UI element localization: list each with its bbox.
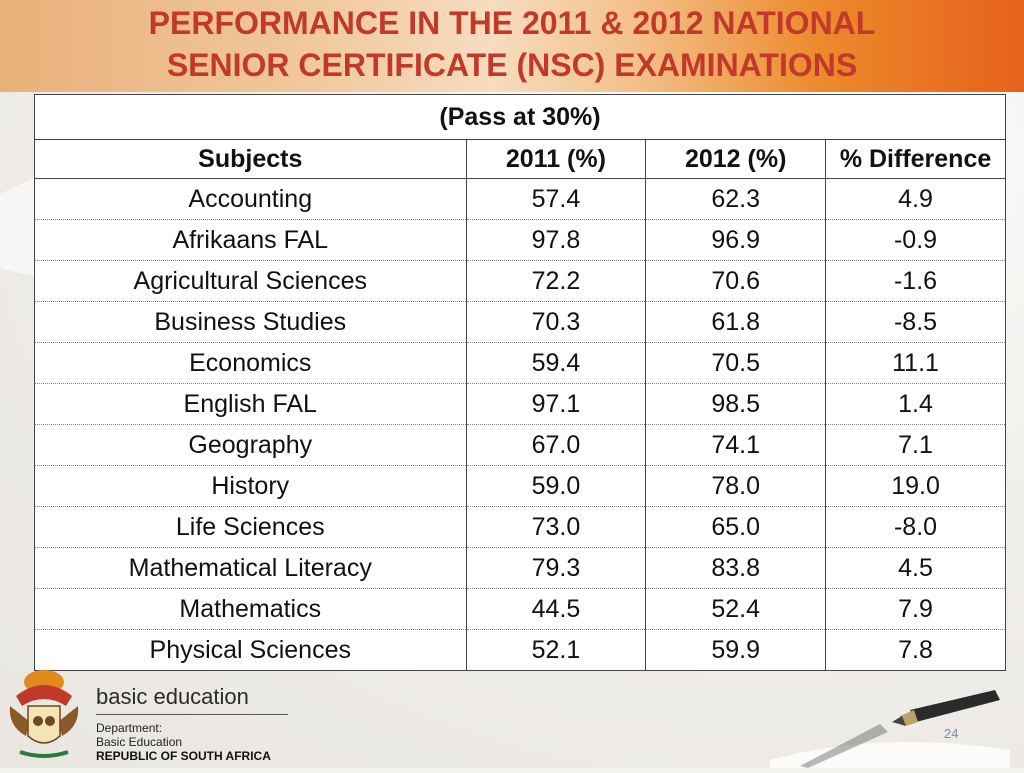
table-row: Geography 67.0 74.1 7.1 [34, 424, 1006, 466]
cell-2011: 79.3 [465, 547, 647, 589]
header-difference: % Difference [825, 139, 1006, 179]
cell-subject: Geography [34, 424, 467, 466]
table-row: English FAL 97.1 98.5 1.4 [34, 383, 1006, 425]
coat-of-arms-icon [6, 666, 82, 762]
cell-difference: 11.1 [825, 342, 1006, 384]
cell-2012: 96.9 [645, 219, 827, 261]
title-line-2: SENIOR CERTIFICATE (NSC) EXAMINATIONS [166, 47, 858, 83]
cell-2011: 59.0 [465, 465, 647, 507]
header-2012: 2012 (%) [645, 139, 827, 179]
cell-subject: Agricultural Sciences [34, 260, 467, 302]
cell-subject: Life Sciences [34, 506, 467, 548]
cell-difference: 7.8 [825, 629, 1006, 671]
cell-2012: 52.4 [645, 588, 827, 630]
table-caption-row: (Pass at 30%) [34, 94, 1006, 140]
cell-2012: 83.8 [645, 547, 827, 589]
cell-difference: 1.4 [825, 383, 1006, 425]
cell-subject: Economics [34, 342, 467, 384]
cell-2012: 61.8 [645, 301, 827, 343]
header-subjects: Subjects [34, 139, 467, 179]
cell-2011: 70.3 [465, 301, 647, 343]
table-header-row: Subjects 2011 (%) 2012 (%) % Difference [34, 139, 1006, 179]
cell-difference: 19.0 [825, 465, 1006, 507]
cell-difference: -0.9 [825, 219, 1006, 261]
cell-2011: 44.5 [465, 588, 647, 630]
cell-2011: 67.0 [465, 424, 647, 466]
table-row: Economics 59.4 70.5 11.1 [34, 342, 1006, 384]
cell-2012: 78.0 [645, 465, 827, 507]
cell-2011: 97.8 [465, 219, 647, 261]
table-row: History 59.0 78.0 19.0 [34, 465, 1006, 507]
table-body: Accounting 57.4 62.3 4.9 Afrikaans FAL 97.8 96… [34, 178, 1006, 671]
table-row: Accounting 57.4 62.3 4.9 [34, 178, 1006, 220]
header-2011: 2011 (%) [465, 139, 647, 179]
page-number: 24 [944, 726, 959, 741]
table-row: Mathematics 44.5 52.4 7.9 [34, 588, 1006, 630]
results-table: (Pass at 30%) Subjects 2011 (%) 2012 (%)… [34, 94, 1006, 671]
country-name: REPUBLIC OF SOUTH AFRICA [96, 749, 271, 763]
cell-difference: 7.1 [825, 424, 1006, 466]
title-banner [0, 0, 1024, 92]
cell-difference: 4.9 [825, 178, 1006, 220]
cell-difference: 7.9 [825, 588, 1006, 630]
slide-title: PERFORMANCE IN THE 2011 & 2012 NATIONAL … [0, 2, 1024, 86]
department-branding: basic education Department: Basic Educat… [96, 684, 288, 763]
cell-subject: Afrikaans FAL [34, 219, 467, 261]
cell-subject: Accounting [34, 178, 467, 220]
cell-subject: Mathematics [34, 588, 467, 630]
table-caption: (Pass at 30%) [34, 94, 1006, 140]
cell-2012: 62.3 [645, 178, 827, 220]
cell-2011: 72.2 [465, 260, 647, 302]
table-row: Life Sciences 73.0 65.0 -8.0 [34, 506, 1006, 548]
fountain-pen-icon [760, 670, 1024, 768]
title-line-1: PERFORMANCE IN THE 2011 & 2012 NATIONAL [148, 5, 876, 41]
table-row: Agricultural Sciences 72.2 70.6 -1.6 [34, 260, 1006, 302]
dept-label: Department: [96, 721, 163, 735]
table-row: Afrikaans FAL 97.8 96.9 -0.9 [34, 219, 1006, 261]
table-row: Physical Sciences 52.1 59.9 7.8 [34, 629, 1006, 671]
cell-subject: Physical Sciences [34, 629, 467, 671]
dept-title: Basic Education [96, 735, 183, 749]
cell-2012: 74.1 [645, 424, 827, 466]
cell-2011: 52.1 [465, 629, 647, 671]
cell-difference: 4.5 [825, 547, 1006, 589]
cell-subject: Mathematical Literacy [34, 547, 467, 589]
cell-2011: 97.1 [465, 383, 647, 425]
brand-divider [96, 714, 288, 715]
cell-subject: Business Studies [34, 301, 467, 343]
cell-difference: -8.5 [825, 301, 1006, 343]
cell-difference: -1.6 [825, 260, 1006, 302]
cell-2012: 70.6 [645, 260, 827, 302]
brand-name: basic education [96, 684, 249, 709]
cell-subject: History [34, 465, 467, 507]
cell-subject: English FAL [34, 383, 467, 425]
cell-2012: 98.5 [645, 383, 827, 425]
cell-2011: 73.0 [465, 506, 647, 548]
cell-difference: -8.0 [825, 506, 1006, 548]
table-row: Mathematical Literacy 79.3 83.8 4.5 [34, 547, 1006, 589]
cell-2012: 59.9 [645, 629, 827, 671]
cell-2011: 57.4 [465, 178, 647, 220]
cell-2012: 70.5 [645, 342, 827, 384]
cell-2012: 65.0 [645, 506, 827, 548]
cell-2011: 59.4 [465, 342, 647, 384]
table-row: Business Studies 70.3 61.8 -8.5 [34, 301, 1006, 343]
